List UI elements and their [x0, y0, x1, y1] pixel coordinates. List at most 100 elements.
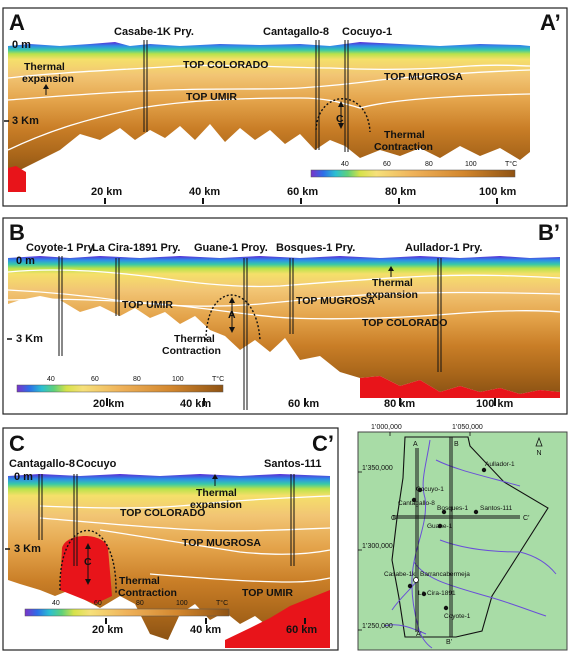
map-y-coord: 1’300,000	[362, 543, 393, 550]
panel-a-horizon-label: TOP MUGROSA	[384, 71, 463, 83]
north-arrow-icon	[535, 436, 543, 447]
panel-b-horizon-label: TOP COLORADO	[362, 317, 447, 329]
panel-a-label-left: A	[9, 10, 25, 35]
svg-text:100: 100	[465, 161, 477, 168]
panel-b-x-tick: 60 km	[288, 398, 319, 410]
map-well-label: Santos-111	[480, 505, 513, 512]
panel-c-x-tick: 60 km	[286, 624, 317, 636]
map-well-label: Cantagallo-8	[398, 500, 435, 507]
map-grid-ticks	[358, 432, 471, 631]
panel-b-contraction-label: Contraction	[162, 345, 221, 357]
panel-c-depth-top: 0 m	[14, 471, 33, 483]
map-y-coord: 1’350,000	[362, 465, 393, 472]
panel-c-horizon-label: TOP UMIR	[242, 587, 293, 599]
panel-b-depth-3km: 3 Km	[16, 333, 43, 345]
panel-a-well-label: Casabe-1K Pry.	[114, 26, 194, 38]
map-well-label: Barrancabermeja	[420, 571, 470, 578]
panel-c-contraction-label: Contraction	[118, 587, 177, 599]
panel-c-depth-3km: 3 Km	[14, 543, 41, 555]
panel-a-wells	[143, 40, 349, 152]
panel-a-horizons	[7, 64, 531, 151]
map-section-lines	[393, 437, 520, 637]
map-north-label: N	[536, 450, 541, 457]
panel-c-x-tick: 40 km	[190, 624, 221, 636]
svg-text:60: 60	[91, 376, 99, 383]
map-section-label: B	[454, 441, 459, 448]
panel-c-expansion-label: expansion	[190, 499, 242, 511]
panel-a-depth-3km: 3 Km	[12, 115, 39, 127]
map-rivers	[383, 439, 557, 649]
panel-c-horizons	[39, 495, 331, 583]
panel-a-horizon-label: TOP UMIR	[186, 91, 237, 103]
svg-text:T°C: T°C	[505, 160, 517, 168]
panel-c: C C’ Cantagallo-8 Cocuyo Santos-111 0 m …	[2, 427, 339, 651]
panel-c-well-label: Cocuyo	[76, 458, 117, 470]
svg-text:60: 60	[94, 600, 102, 607]
panel-b-anomaly-outline	[205, 294, 261, 341]
panel-c-hot-anomaly	[60, 536, 112, 604]
panel-c-well-label: Santos-111	[264, 458, 321, 470]
panel-a-colorbar: 40 60 80 100 T°C	[310, 160, 517, 178]
panel-b-label-right: B’	[538, 220, 560, 245]
panel-a-anomaly-label: C	[336, 113, 344, 125]
panel-b-horizon-label: TOP MUGROSA	[296, 295, 375, 307]
map-well-label: Casabe-1k	[384, 571, 416, 578]
panel-a-horizon-label: TOP COLORADO	[183, 59, 268, 71]
map-section-label: A’	[416, 631, 422, 638]
panel-c-well-label: Cantagallo-8	[9, 458, 75, 470]
panel-b-label-left: B	[9, 220, 25, 245]
panel-a-x-tick: 100 km	[479, 186, 517, 198]
panel-a-x-tick: 60 km	[287, 186, 318, 198]
panel-c-wells	[38, 474, 295, 566]
location-map: 1’000,000 1’050,000 1’350,000 1’300,000 …	[357, 424, 568, 651]
panel-c-contraction-label: Thermal	[119, 575, 160, 587]
svg-text:40: 40	[47, 376, 55, 383]
panel-b-depth-top: 0 m	[16, 255, 35, 267]
svg-text:60: 60	[383, 161, 391, 168]
panel-c-expansion-label: Thermal	[196, 487, 237, 499]
svg-text:T°C: T°C	[216, 599, 228, 607]
svg-text:100: 100	[172, 376, 184, 383]
svg-text:100: 100	[176, 600, 188, 607]
panel-c-x-tick: 20 km	[92, 624, 123, 636]
panel-c-anomaly-label: C	[84, 556, 92, 568]
panel-a-x-tick: 40 km	[189, 186, 220, 198]
svg-text:40: 40	[341, 161, 349, 168]
svg-text:80: 80	[136, 600, 144, 607]
map-background	[357, 431, 568, 651]
panel-a-label-right: A’	[540, 10, 561, 35]
map-section-label: A	[413, 441, 418, 448]
panel-c-label-right: C’	[312, 431, 334, 456]
map-section-label: C	[391, 515, 396, 522]
map-well-label: Guane-1	[427, 523, 453, 530]
panel-b-x-axis: 20 km 40 km 60 km 80 km 100 km	[93, 398, 514, 410]
map-section-label: C’	[523, 515, 530, 522]
panel-b: B B’ Coyote-1 Pry. La Cira-1891 Pry. Gua…	[2, 217, 568, 415]
panel-b-x-tick: 20 km	[93, 398, 124, 410]
map-basin-outline	[391, 436, 549, 638]
svg-text:T°C: T°C	[212, 375, 224, 383]
map-section-label: B’	[446, 639, 453, 646]
svg-text:80: 80	[133, 376, 141, 383]
panel-b-x-tick: 40 km	[180, 398, 211, 410]
panel-b-wells	[58, 256, 442, 410]
map-well-markers	[407, 467, 487, 611]
panel-b-well-label: Aullador-1 Pry.	[405, 242, 482, 254]
map-x-coord: 1’050,000	[452, 424, 483, 431]
panel-c-colorbar: 40 60 80 100 T°C	[24, 599, 230, 617]
panel-c-label-left: C	[9, 431, 25, 456]
panel-b-well-label: Guane-1 Proy.	[194, 242, 268, 254]
panel-b-expansion-label: Thermal	[372, 277, 413, 289]
svg-text:40: 40	[52, 600, 60, 607]
panel-b-x-tick: 100 km	[476, 398, 514, 410]
panel-b-horizon-label: TOP UMIR	[122, 299, 173, 311]
panel-c-horizon-label: TOP COLORADO	[120, 507, 205, 519]
panel-c-horizon-label: TOP MUGROSA	[182, 537, 261, 549]
panel-a-expansion-label: expansion	[22, 73, 74, 85]
map-well-label: Cocuyo-1	[416, 486, 444, 493]
panel-a-x-tick: 80 km	[385, 186, 416, 198]
map-y-coord: 1’250,000	[362, 623, 393, 630]
map-x-coord: 1’000,000	[371, 424, 402, 431]
panel-b-well-label: Bosques-1 Pry.	[276, 242, 355, 254]
